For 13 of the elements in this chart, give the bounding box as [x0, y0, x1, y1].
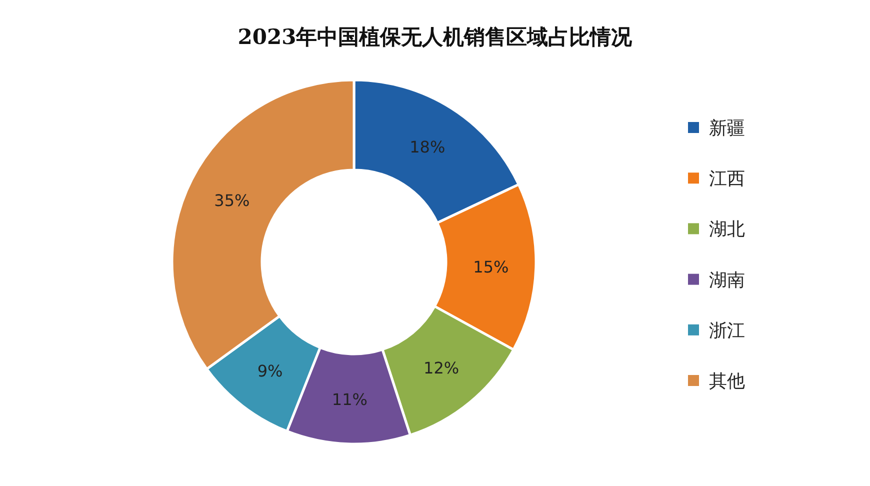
data-label: 35%	[214, 190, 250, 210]
legend-label: 新疆	[709, 118, 745, 139]
data-label: 11%	[332, 390, 368, 409]
data-label: 9%	[257, 361, 283, 380]
legend-label: 湖南	[709, 270, 745, 291]
chart-title: 2023年中国植保无人机销售区域占比情况	[238, 24, 634, 49]
legend-label: 江西	[709, 168, 745, 190]
data-label: 18%	[410, 137, 446, 156]
legend-label: 浙江	[709, 320, 745, 342]
legend-label: 湖北	[709, 219, 745, 240]
legend-label: 其他	[709, 371, 745, 392]
data-label: 12%	[424, 358, 460, 378]
data-label: 15%	[473, 257, 509, 276]
